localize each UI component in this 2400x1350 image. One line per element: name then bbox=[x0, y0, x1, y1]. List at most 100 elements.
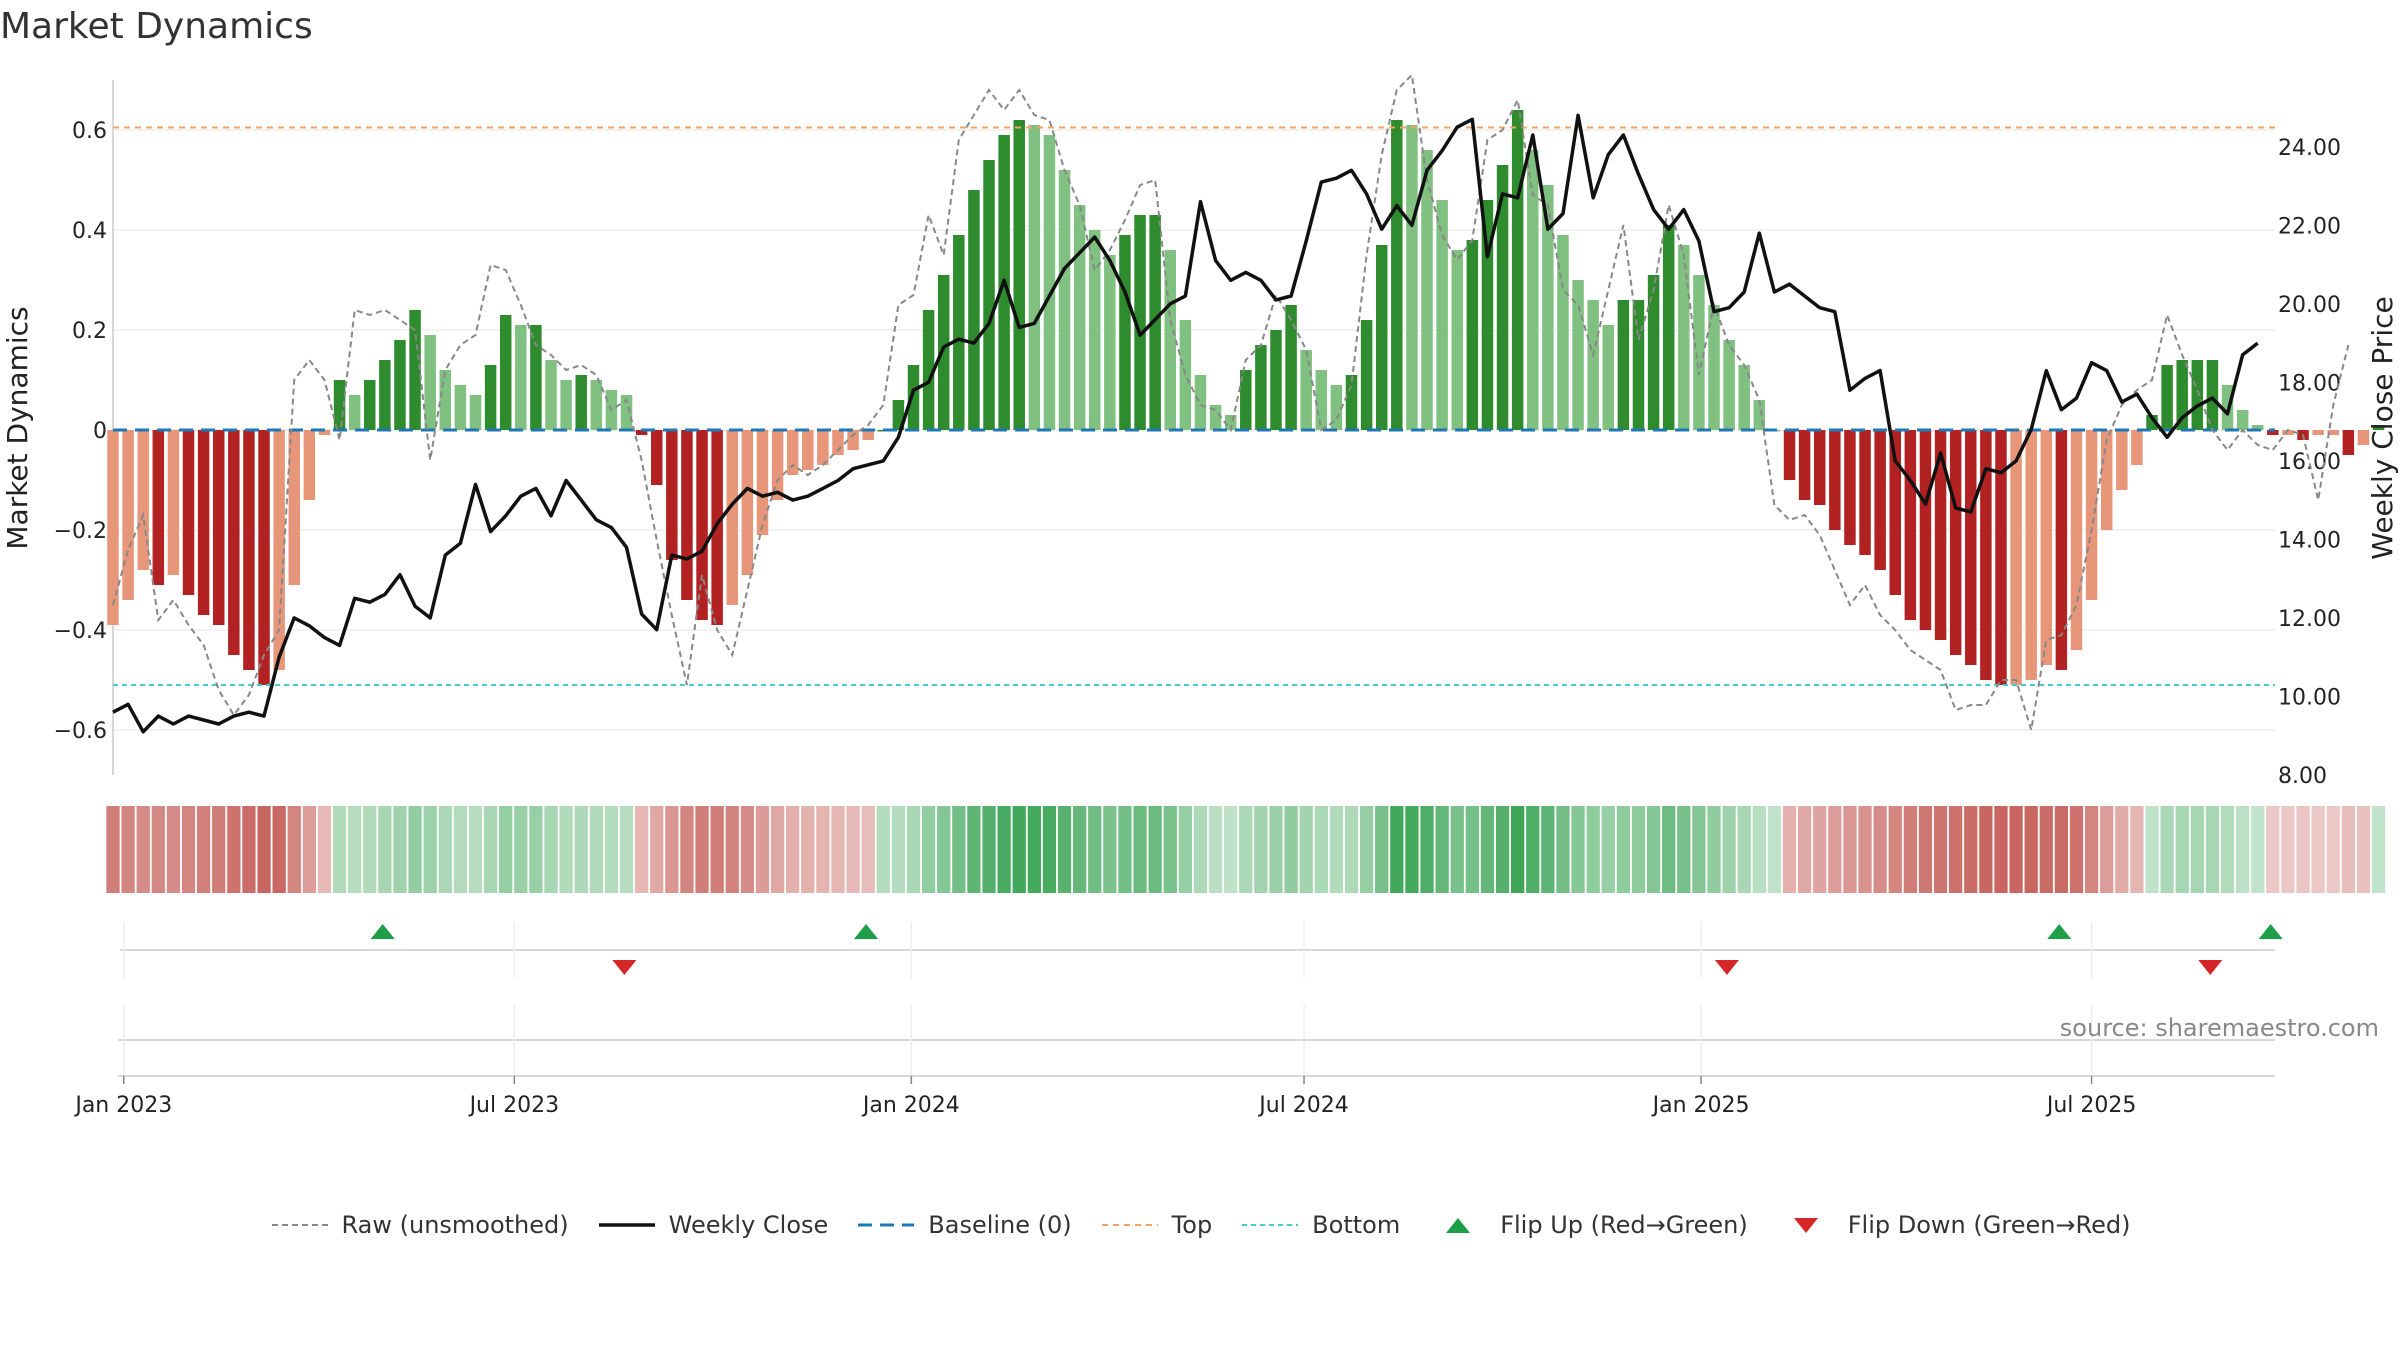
dynamics-bar bbox=[817, 430, 829, 465]
regime-cell bbox=[921, 806, 936, 893]
legend-item: Baseline (0) bbox=[856, 1211, 1072, 1239]
regime-cell bbox=[740, 806, 755, 893]
regime-cell bbox=[2341, 806, 2356, 893]
x-tick-label: Jan 2023 bbox=[73, 1093, 172, 1118]
regime-cell bbox=[1057, 806, 1072, 893]
regime-cell bbox=[906, 806, 921, 893]
regime-cell bbox=[1072, 806, 1087, 893]
flip-up-marker bbox=[854, 924, 879, 939]
dynamics-bar bbox=[409, 310, 421, 430]
dynamics-bar bbox=[1662, 225, 1675, 430]
regime-cell bbox=[1163, 806, 1177, 893]
regime-cell bbox=[1662, 806, 1676, 893]
regime-cell bbox=[1012, 806, 1026, 893]
regime-cell bbox=[846, 806, 860, 893]
dynamics-bar bbox=[1753, 400, 1766, 430]
y2-tick-label: 20.00 bbox=[2278, 293, 2341, 318]
flip-up-marker bbox=[370, 924, 395, 939]
regime-cell bbox=[1224, 806, 1238, 893]
regime-cell bbox=[786, 806, 800, 893]
regime-cell bbox=[2069, 806, 2084, 893]
x-tick-label: Jul 2024 bbox=[1257, 1093, 1349, 1118]
y-tick-label: 0.4 bbox=[72, 219, 107, 244]
dynamics-bar bbox=[228, 430, 240, 655]
regime-cell bbox=[1344, 806, 1359, 893]
regime-cell bbox=[1450, 806, 1464, 893]
dynamics-bar bbox=[379, 360, 391, 430]
regime-cell bbox=[438, 806, 452, 893]
dynamics-bar bbox=[122, 430, 134, 600]
dynamics-bar bbox=[1813, 430, 1826, 505]
dynamics-bar bbox=[1496, 165, 1509, 430]
regime-cell bbox=[1949, 806, 1963, 893]
y-tick-label: 0.6 bbox=[72, 119, 107, 144]
regime-cell bbox=[468, 806, 483, 893]
dynamics-bar bbox=[1240, 370, 1252, 430]
regime-cell bbox=[1148, 806, 1162, 893]
dynamics-bar bbox=[1572, 280, 1584, 430]
regime-cell bbox=[876, 806, 890, 893]
dynamics-bar bbox=[802, 430, 814, 470]
dynamics-bar bbox=[1829, 430, 1841, 530]
regime-cell bbox=[544, 806, 558, 893]
regime-cell bbox=[2100, 806, 2114, 893]
dynamics-bar bbox=[1466, 240, 1479, 430]
legend-swatch bbox=[271, 1224, 328, 1226]
regime-cell bbox=[1495, 806, 1510, 893]
regime-cell bbox=[2356, 806, 2371, 893]
dynamics-bar bbox=[182, 430, 195, 595]
regime-cell bbox=[1541, 806, 1555, 893]
dynamics-bar bbox=[2372, 425, 2385, 430]
regime-cell bbox=[665, 806, 679, 893]
regime-cell bbox=[1843, 806, 1857, 893]
dynamics-bar bbox=[937, 275, 950, 430]
regime-cell bbox=[348, 806, 362, 893]
regime-cell bbox=[408, 806, 422, 893]
dynamics-bar bbox=[1542, 185, 1554, 430]
regime-cell bbox=[937, 806, 951, 893]
series-lines bbox=[112, 72, 2350, 734]
dynamics-bar bbox=[2327, 430, 2339, 435]
dynamics-bar bbox=[2312, 430, 2324, 435]
dynamics-bar bbox=[1874, 430, 1886, 570]
legend: Raw (unsmoothed) Weekly Close Baseline (0)… bbox=[0, 1200, 2400, 1250]
regime-cell bbox=[1782, 806, 1797, 893]
y-tick-label: −0.6 bbox=[54, 719, 107, 744]
dynamics-bar bbox=[786, 430, 799, 475]
dynamics-bar bbox=[1134, 215, 1146, 430]
dynamics-bar bbox=[137, 430, 149, 570]
dynamics-bar bbox=[1934, 430, 1947, 640]
regime-cell bbox=[257, 806, 271, 893]
dynamics-bar bbox=[1028, 125, 1041, 430]
y2-axis-label: Weekly Close Price bbox=[2366, 296, 2399, 559]
dynamics-bar bbox=[1013, 120, 1025, 430]
dynamics-bar bbox=[2342, 430, 2355, 455]
x-axis: Jan 2023 Jul 2023 Jan 2024 Jul 2024 Jan 2025… bbox=[73, 1075, 2275, 1118]
flip-down-marker bbox=[612, 960, 637, 975]
y2-tick-label: 24.00 bbox=[2278, 136, 2341, 161]
flip-down-marker bbox=[1714, 960, 1739, 975]
dynamics-bar bbox=[2206, 360, 2219, 430]
regime-strip bbox=[106, 806, 2386, 893]
regime-cell bbox=[2220, 806, 2235, 893]
regime-cell bbox=[317, 806, 332, 893]
dynamics-bar bbox=[303, 430, 316, 500]
regime-cell bbox=[891, 806, 906, 893]
regime-cell bbox=[1254, 806, 1268, 893]
dynamics-bar bbox=[499, 315, 512, 430]
regime-cell bbox=[816, 806, 830, 893]
regime-cell bbox=[1375, 806, 1389, 893]
dynamics-bar bbox=[1391, 120, 1403, 430]
flip-down-marker bbox=[2198, 960, 2223, 975]
regime-cell bbox=[196, 806, 211, 893]
x-tick-label: Jul 2023 bbox=[468, 1093, 560, 1118]
dynamics-bar bbox=[515, 325, 527, 430]
dynamics-bar bbox=[1164, 250, 1177, 430]
regime-cell bbox=[2281, 806, 2295, 893]
dynamics-bar bbox=[953, 235, 965, 430]
dynamics-bar bbox=[212, 430, 225, 625]
regime-cell bbox=[227, 806, 241, 893]
x-tick-label: Jan 2025 bbox=[1651, 1093, 1750, 1118]
regime-cell bbox=[1797, 806, 1812, 893]
regime-cell bbox=[725, 806, 739, 893]
